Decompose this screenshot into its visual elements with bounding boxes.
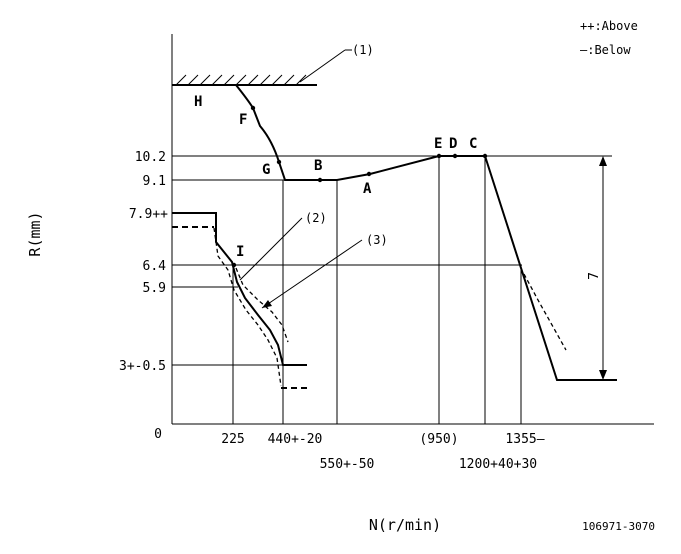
callout-3: (3): [366, 233, 388, 247]
callout-3-leader: [261, 239, 363, 309]
ytick-5-9: 5.9: [143, 281, 166, 296]
ytick-6-4: 6.4: [143, 259, 167, 274]
callout-2-leader: [239, 217, 303, 281]
main-curve-solid: [235, 84, 617, 381]
xtick-1200: 1200+40+30: [459, 457, 537, 472]
start-curve-solid: [172, 212, 307, 366]
reference-number: 106971-3070: [582, 520, 655, 533]
xtick-225: 225: [221, 432, 244, 447]
ytick-3: 3+-0.5: [119, 359, 166, 374]
ytick-7-9: 7.9++: [129, 207, 168, 222]
curve-dots: [231, 105, 488, 268]
curve-3-dashed-upper: [235, 267, 289, 343]
xtick-440: 440+-20: [268, 432, 323, 447]
legend-above: ++:Above: [580, 19, 638, 33]
point-I: I: [236, 244, 244, 260]
x-axis-label: N(r/min): [369, 516, 441, 534]
origin: 0: [154, 427, 162, 442]
xtick-950: (950): [419, 432, 458, 447]
point-G: G: [262, 162, 270, 178]
point-A: A: [363, 181, 372, 197]
xtick-1355: 1355—: [505, 432, 544, 447]
callout-2: (2): [305, 211, 327, 225]
xtick-550: 550+-50: [320, 457, 375, 472]
point-E: E: [434, 136, 442, 152]
dimension-label: 7: [587, 272, 602, 280]
legend-below: —:Below: [580, 43, 631, 57]
point-B: B: [314, 158, 322, 174]
point-D: D: [449, 136, 457, 152]
y-axis-label: R(mm): [26, 211, 44, 256]
point-H: H: [194, 94, 202, 110]
high-speed-dashed: [523, 273, 567, 351]
callout-1: (1): [352, 43, 374, 57]
ytick-9-1: 9.1: [143, 174, 166, 189]
curve-3-dashed-lower: [213, 227, 282, 387]
ytick-10-2: 10.2: [135, 150, 166, 165]
point-F: F: [239, 112, 247, 128]
stopper-hatching: [175, 74, 307, 86]
point-C: C: [469, 136, 477, 152]
callout-1-leader: [299, 49, 346, 83]
